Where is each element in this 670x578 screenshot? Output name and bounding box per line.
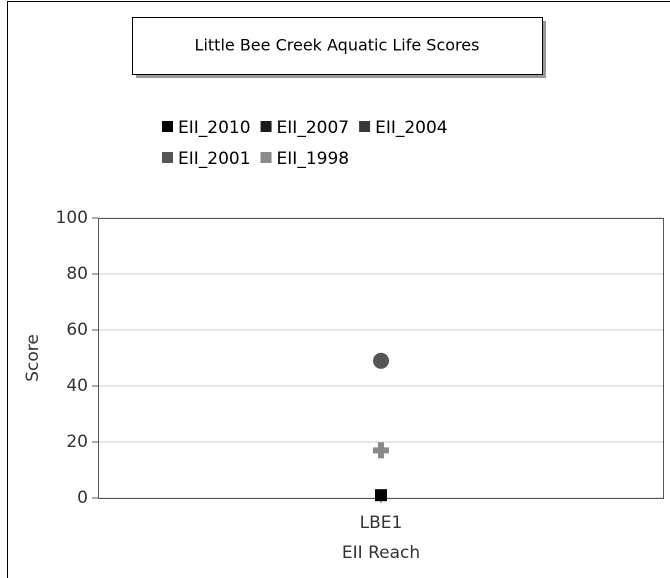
y-tick-label: 20 (66, 432, 88, 452)
y-tick-label: 40 (66, 376, 88, 396)
chart-title: Little Bee Creek Aquatic Life Scores (195, 36, 480, 55)
legend-swatch (162, 152, 173, 163)
y-axis-label: Score (23, 334, 43, 382)
legend-swatch (260, 121, 272, 132)
y-tick-label: 100 (56, 208, 88, 228)
y-tick-label: 80 (66, 264, 88, 284)
point (373, 442, 389, 459)
legend-swatch (162, 121, 173, 132)
legend-label: EII_2004 (375, 118, 448, 138)
legend-label: EII_2001 (178, 149, 251, 169)
y-tick-label: 0 (77, 488, 88, 508)
frame (7, 1, 670, 578)
y-tick-label: 60 (66, 320, 88, 340)
x-axis-label: EII Reach (342, 543, 420, 563)
title-box (132, 17, 543, 75)
legend-label: EII_2007 (277, 118, 350, 138)
legend-swatch (359, 121, 371, 132)
legend-swatch (260, 152, 272, 163)
point (373, 352, 389, 369)
legend-label: EII_2010 (178, 118, 251, 138)
x-tick-label: LBE1 (360, 513, 403, 533)
legend-label: EII_1998 (277, 149, 350, 169)
point (375, 489, 387, 502)
